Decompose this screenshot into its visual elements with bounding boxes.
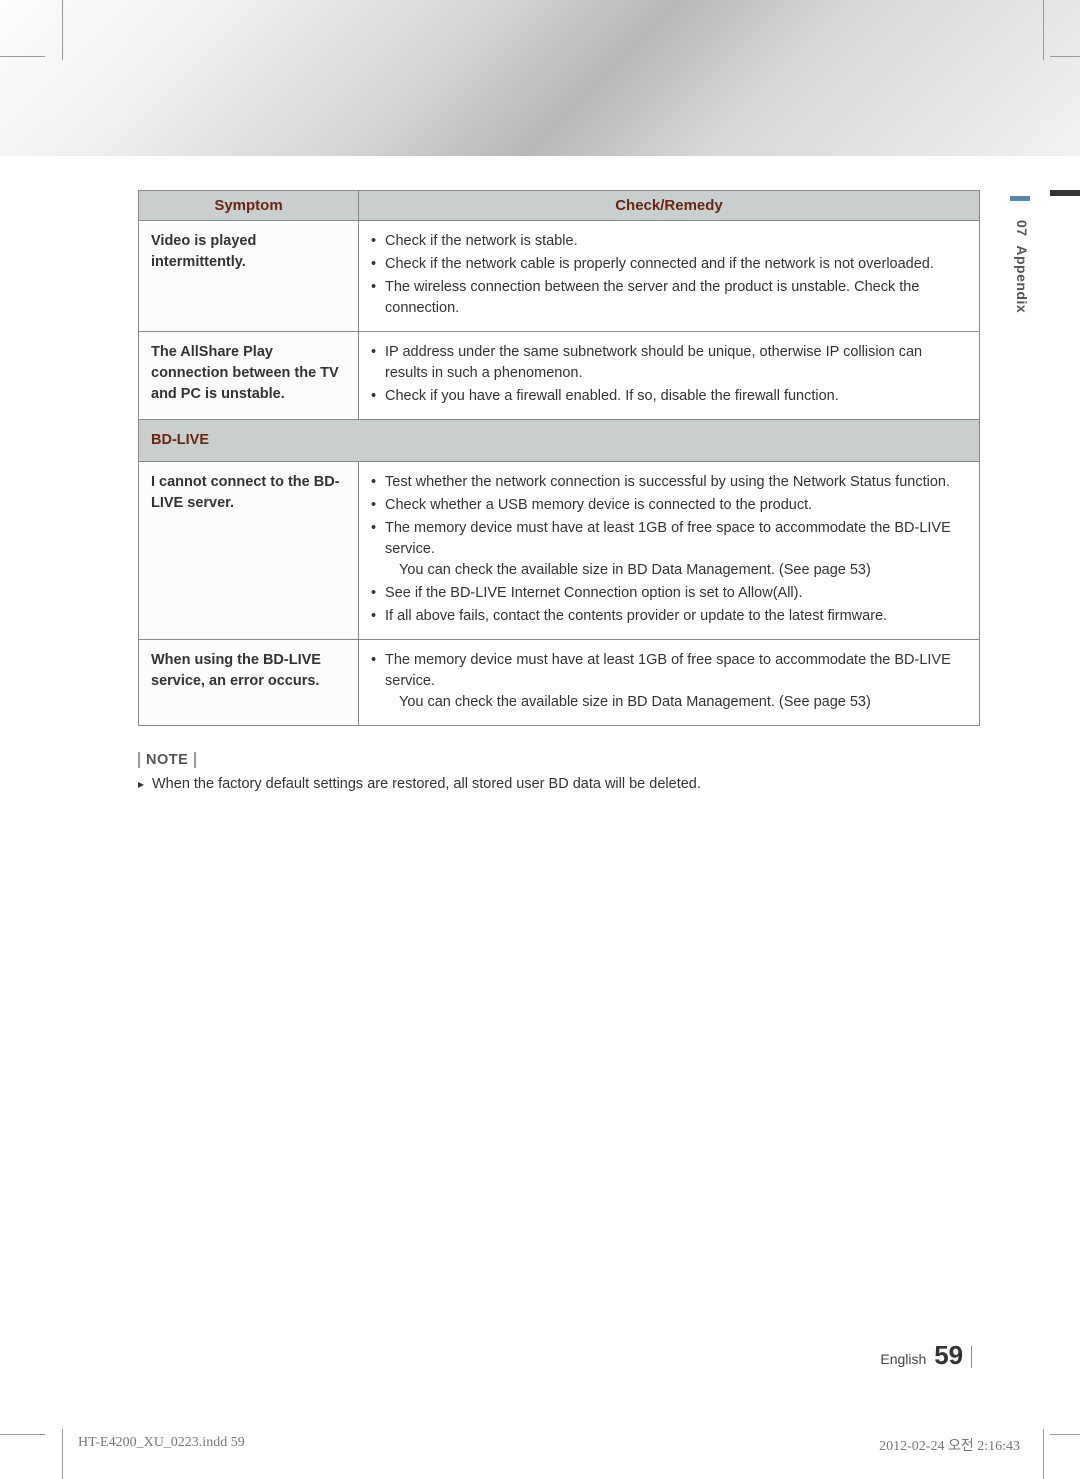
side-accent-bar bbox=[1010, 196, 1030, 201]
section-title: Appendix bbox=[1014, 245, 1030, 313]
symptom-cell: I cannot connect to the BD-LIVE server. bbox=[139, 462, 359, 640]
table-row: I cannot connect to the BD-LIVE server.T… bbox=[139, 462, 980, 640]
remedy-item: IP address under the same subnetwork sho… bbox=[371, 342, 967, 384]
remedy-cell: The memory device must have at least 1GB… bbox=[359, 640, 980, 726]
th-remedy: Check/Remedy bbox=[359, 191, 980, 221]
remedy-item: Check if you have a firewall enabled. If… bbox=[371, 386, 967, 407]
footer-divider bbox=[971, 1346, 972, 1368]
remedy-cell: Test whether the network connection is s… bbox=[359, 462, 980, 640]
symptom-cell: When using the BD-LIVE service, an error… bbox=[139, 640, 359, 726]
table-body: Video is played intermittently.Check if … bbox=[139, 221, 980, 726]
symptom-cell: The AllShare Play connection between the… bbox=[139, 332, 359, 420]
table-row: The AllShare Play connection between the… bbox=[139, 332, 980, 420]
remedy-item: The wireless connection between the serv… bbox=[371, 277, 967, 319]
table-row: Video is played intermittently.Check if … bbox=[139, 221, 980, 332]
remedy-cell: IP address under the same subnetwork sho… bbox=[359, 332, 980, 420]
crop-mark bbox=[1043, 0, 1044, 60]
crop-mark bbox=[0, 56, 45, 57]
crop-mark bbox=[1043, 1429, 1044, 1479]
registration-mark bbox=[1050, 190, 1080, 196]
remedy-item: Check if the network cable is properly c… bbox=[371, 254, 967, 275]
remedy-subtext: You can check the available size in BD D… bbox=[385, 560, 967, 581]
page-footer: English 59 bbox=[880, 1340, 972, 1371]
crop-mark bbox=[1050, 56, 1080, 57]
remedy-item: The memory device must have at least 1GB… bbox=[371, 650, 967, 713]
section-row: BD-LIVE bbox=[139, 420, 980, 462]
content-area: Symptom Check/Remedy Video is played int… bbox=[138, 190, 980, 792]
page: 07 Appendix Symptom Check/Remedy Video i… bbox=[0, 0, 1080, 1479]
remedy-item: Test whether the network connection is s… bbox=[371, 472, 967, 493]
crop-mark bbox=[1050, 1434, 1080, 1435]
remedy-item: The memory device must have at least 1GB… bbox=[371, 518, 967, 581]
print-footer: HT-E4200_XU_0223.indd 59 2012-02-24 오전 2… bbox=[78, 1435, 1020, 1455]
troubleshooting-table: Symptom Check/Remedy Video is played int… bbox=[138, 190, 980, 726]
remedy-item: Check whether a USB memory device is con… bbox=[371, 495, 967, 516]
header-gradient bbox=[0, 0, 1080, 156]
print-file: HT-E4200_XU_0223.indd 59 bbox=[78, 1435, 245, 1455]
remedy-item: If all above fails, contact the contents… bbox=[371, 606, 967, 627]
section-label: BD-LIVE bbox=[139, 420, 980, 462]
symptom-cell: Video is played intermittently. bbox=[139, 221, 359, 332]
section-number: 07 bbox=[1014, 220, 1030, 237]
side-section-label: 07 Appendix bbox=[1014, 220, 1030, 313]
remedy-cell: Check if the network is stable.Check if … bbox=[359, 221, 980, 332]
note-label: NOTE bbox=[138, 752, 196, 768]
note-text: When the factory default settings are re… bbox=[138, 776, 980, 792]
crop-mark bbox=[0, 1434, 45, 1435]
remedy-subtext: You can check the available size in BD D… bbox=[385, 692, 967, 713]
crop-mark bbox=[62, 0, 63, 60]
page-number: 59 bbox=[930, 1340, 963, 1370]
table-row: When using the BD-LIVE service, an error… bbox=[139, 640, 980, 726]
th-symptom: Symptom bbox=[139, 191, 359, 221]
remedy-item: See if the BD-LIVE Internet Connection o… bbox=[371, 583, 967, 604]
footer-lang: English bbox=[880, 1351, 926, 1367]
remedy-item: Check if the network is stable. bbox=[371, 231, 967, 252]
crop-mark bbox=[62, 1429, 63, 1479]
note-block: NOTE When the factory default settings a… bbox=[138, 752, 980, 792]
print-timestamp: 2012-02-24 오전 2:16:43 bbox=[879, 1435, 1020, 1455]
